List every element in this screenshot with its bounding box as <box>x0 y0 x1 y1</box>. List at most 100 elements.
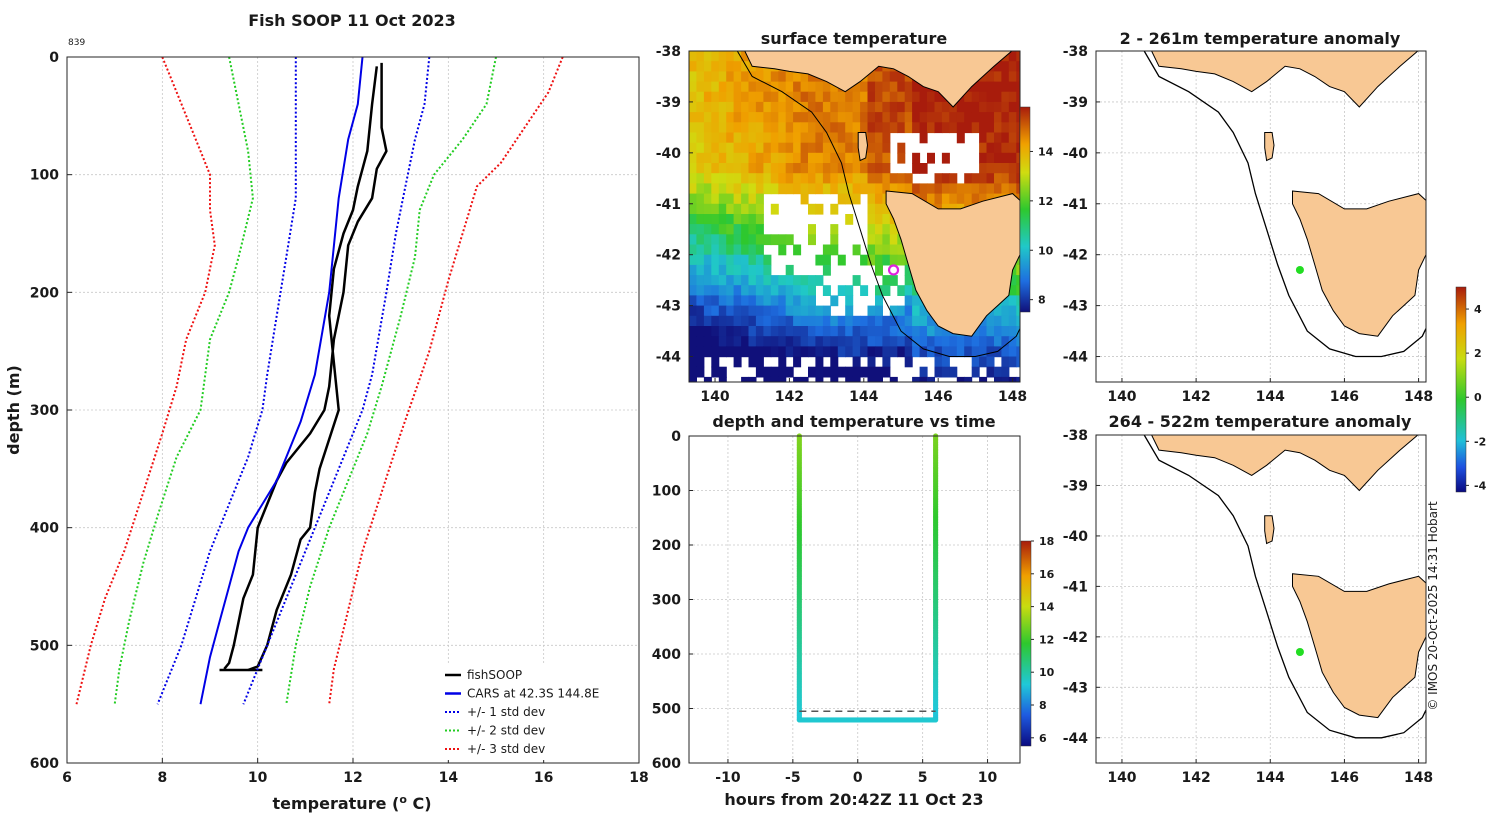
anomaly-colorbar-ticks: -4 -2 0 2 4 <box>1466 303 1487 492</box>
y-tick-label: 400 <box>30 521 59 537</box>
y-tick-label: -39 <box>1063 478 1088 494</box>
y-tick-label: -41 <box>656 197 681 213</box>
colorbar-tick-label: 14 <box>1039 601 1055 614</box>
y-tick-label: -38 <box>1063 428 1088 444</box>
sst-title: surface temperature <box>761 29 948 48</box>
king-island <box>1264 132 1275 162</box>
x-tick-label: 14 <box>439 770 459 786</box>
x-tick-label: 8 <box>157 770 167 786</box>
time-series-xlabel: hours from 20:42Z 11 Oct 23 <box>724 790 983 809</box>
y-tick-label: 400 <box>652 647 681 663</box>
mainland <box>1151 51 1419 108</box>
y-tick-label: 0 <box>49 50 59 66</box>
profile-ticks: 6 8 10 12 14 16 18 0 100 200 300 400 500 600 <box>30 50 649 786</box>
colorbar-tick-label: 10 <box>1039 666 1055 679</box>
y-tick-label: -43 <box>1063 299 1088 315</box>
tasmania-land <box>1292 190 1426 337</box>
x-tick-label: 146 <box>1330 389 1359 405</box>
y-tick-label: 100 <box>652 484 681 500</box>
profile-series <box>75 56 564 705</box>
legend-label: +/- 2 std dev <box>467 724 545 738</box>
y-tick-label: -42 <box>1063 630 1088 646</box>
anomaly-shallow-axes-frame <box>1095 50 1427 383</box>
anomaly-shallow-title: 2 - 261m temperature anomaly <box>1120 29 1401 48</box>
colorbar-tick-label: 10 <box>1038 244 1054 257</box>
x-tick-label: 144 <box>1256 389 1285 405</box>
x-tick-label: 148 <box>1404 389 1433 405</box>
series-line--3-std-dev <box>328 56 564 705</box>
y-tick-label: 0 <box>671 429 681 445</box>
x-tick-label: 140 <box>700 389 729 405</box>
profile-panel: Fish SOOP 11 Oct 2023 839 6 8 10 12 14 16 18 0 1… <box>4 11 649 813</box>
anomaly-colorbar <box>1455 286 1467 493</box>
anomaly-shallow-ticks: 140 142 144 146 148 -38 -39 -40 -41 -42 -43 -44 <box>1063 44 1433 405</box>
x-tick-label: 142 <box>1181 770 1210 786</box>
x-tick-label: 142 <box>1181 389 1210 405</box>
series-line--2-std-dev <box>113 56 254 705</box>
anomaly-deep-content <box>1143 435 1426 739</box>
y-tick-label: -40 <box>1063 529 1089 545</box>
series-line-cars-at-42-3s-144-8e <box>199 56 364 705</box>
y-tick-label: 200 <box>652 538 681 554</box>
x-tick-label: 140 <box>1107 770 1136 786</box>
x-tick-label: 142 <box>775 389 804 405</box>
mainland <box>1151 435 1419 492</box>
x-tick-label: 16 <box>534 770 553 786</box>
profile-title: Fish SOOP 11 Oct 2023 <box>248 11 456 30</box>
colorbar-tick-label: 4 <box>1474 303 1482 316</box>
series-line-fishsoop-up <box>247 66 379 672</box>
x-tick-label: 0 <box>853 770 863 786</box>
colorbar-tick-label: 12 <box>1039 633 1054 646</box>
shelf-contour <box>1143 435 1426 739</box>
king-island <box>857 132 869 162</box>
y-tick-label: -39 <box>1063 95 1088 111</box>
sst-map-panel: surface temperature 140 142 144 146 148-38-3… <box>656 29 1054 405</box>
colorbar-tick-label: 8 <box>1039 699 1047 712</box>
series-line--1-std-dev <box>156 57 297 705</box>
float-position-marker <box>1295 265 1304 274</box>
legend-label: fishSOOP <box>467 668 522 682</box>
colorbar-tick-label: -2 <box>1474 435 1486 448</box>
sst-colorbar <box>1019 106 1031 313</box>
y-tick-label: 200 <box>30 285 59 301</box>
anomaly-shallow-panel: 2 - 261m temperature anomaly 140 142 144 14… <box>1063 29 1433 405</box>
shelf-contour <box>1143 51 1426 358</box>
sst-colorbar-ticks: 8 10 12 14 <box>1030 145 1054 307</box>
y-tick-label: 300 <box>652 593 681 609</box>
y-tick-label: -43 <box>656 299 681 315</box>
sst-ticks: 140 142 144 146 148 -38 -39 -40 -41 -42 -43 -44 <box>656 44 1027 405</box>
shelf-contour <box>736 51 1020 357</box>
y-tick-label: -40 <box>656 146 682 162</box>
legend: fishSOOP CARS at 42.3S 144.8E +/- 1 std de… <box>439 664 635 760</box>
profile-ylabel: depth (m) <box>4 365 23 455</box>
colorbar-tick-label: 0 <box>1474 391 1482 404</box>
x-tick-label: 148 <box>998 389 1027 405</box>
profile-xlabel: temperature (o C) <box>272 793 431 813</box>
y-tick-label: -38 <box>1063 44 1088 60</box>
time-series-panel: depth and temperature vs time -10 -5 0 5 100… <box>652 412 1055 809</box>
x-tick-label: 146 <box>1330 770 1359 786</box>
series-line--2-std-dev <box>285 56 497 705</box>
mainland <box>744 51 1013 108</box>
y-tick-label: 600 <box>30 756 59 772</box>
x-tick-label: -10 <box>715 770 741 786</box>
float-position-marker <box>887 264 900 276</box>
anomaly-deep-panel: 264 - 522m temperature anomaly 140 142 144… <box>1063 286 1487 786</box>
land-mass <box>885 190 1020 337</box>
profile-grid <box>67 57 639 763</box>
x-tick-label: 5 <box>918 770 928 786</box>
sst-map-content <box>689 51 1020 382</box>
anomaly-deep-title: 264 - 522m temperature anomaly <box>1109 412 1412 431</box>
x-tick-label: 12 <box>343 770 362 786</box>
x-tick-label: 18 <box>629 770 648 786</box>
y-tick-label: 500 <box>30 638 59 654</box>
y-tick-label: -39 <box>656 95 681 111</box>
anomaly-shallow-content <box>1143 51 1426 358</box>
anomaly-deep-ticks: 140 142 144 146 148 -38 -39 -40 -41 -42 -43 -44 <box>1063 428 1433 786</box>
y-tick-label: 600 <box>652 756 681 772</box>
colorbar-tick-label: 12 <box>1038 195 1053 208</box>
float-position-marker <box>1295 647 1304 656</box>
king-island <box>1264 515 1275 545</box>
y-tick-label: -41 <box>1063 197 1088 213</box>
